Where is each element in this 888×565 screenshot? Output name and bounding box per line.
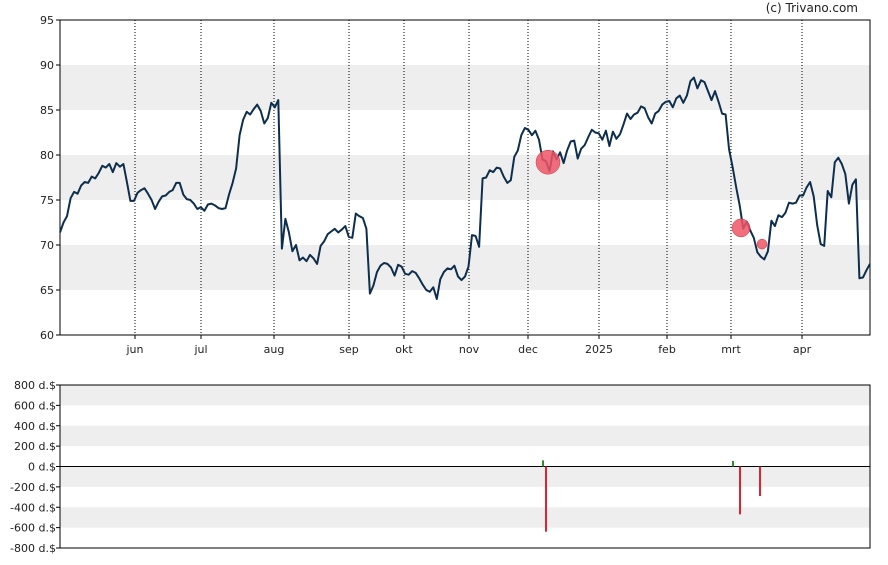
x-tick-label: apr (793, 343, 812, 356)
y-tick-label: 85 (40, 104, 54, 117)
x-tick-label: dec (518, 343, 538, 356)
credit-label: (c) Trivano.com (765, 1, 858, 15)
x-tick-label: nov (459, 343, 480, 356)
trade-marker (731, 218, 751, 238)
x-tick-label: 2025 (585, 343, 613, 356)
y-tick-label: 0 d.$ (28, 461, 56, 474)
y-tick-label: 400 d.$ (14, 420, 56, 433)
y-tick-label: 90 (40, 59, 54, 72)
volume-band (60, 466, 870, 487)
x-tick-label: aug (264, 343, 285, 356)
y-tick-label: -600 d.$ (10, 522, 56, 535)
price-band (60, 245, 870, 290)
price-line (59, 76, 871, 300)
y-tick-label: 80 (40, 149, 54, 162)
volume-band (60, 507, 870, 528)
x-tick-label: okt (395, 343, 413, 356)
x-tick-label: sep (339, 343, 358, 356)
y-tick-label: 200 d.$ (14, 440, 56, 453)
y-tick-label: 600 d.$ (14, 399, 56, 412)
price-chart: 95 90 85 80 75 70 65 60 jun jul aug sep okt nov dec 202… (40, 14, 871, 356)
x-tick-label: jun (126, 343, 144, 356)
y-tick-label: 800 d.$ (14, 379, 56, 392)
x-tick-label: mrt (721, 343, 741, 356)
volume-band (60, 425, 870, 447)
y-tick-label: -200 d.$ (10, 481, 56, 494)
insider-chart: 800 d.$ 600 d.$ 400 d.$ 200 d.$ 0 d.$ -200 d.… (10, 379, 871, 555)
y-tick-label: 95 (40, 14, 54, 27)
y-tick-label: 70 (40, 239, 54, 252)
y-tick-label: 60 (40, 329, 54, 342)
y-tick-label: 75 (40, 194, 54, 207)
volume-band (60, 385, 870, 406)
x-tick-label: jul (193, 343, 207, 356)
y-tick-label: 65 (40, 284, 54, 297)
y-tick-label: -400 d.$ (10, 501, 56, 514)
trade-marker (535, 149, 561, 175)
price-band (60, 155, 870, 200)
y-tick-label: -800 d.$ (10, 542, 56, 555)
trade-marker (756, 238, 768, 250)
price-frame (59, 19, 871, 336)
x-tick-label: feb (658, 343, 676, 356)
price-band (60, 65, 870, 110)
